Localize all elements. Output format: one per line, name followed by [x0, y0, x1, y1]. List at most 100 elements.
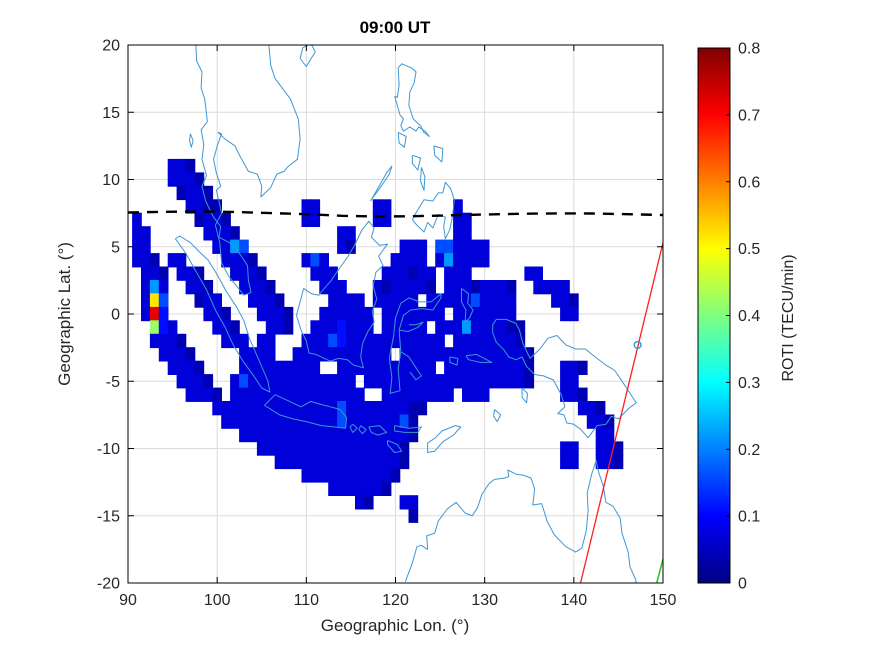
roti-cell — [506, 374, 517, 389]
roti-cell — [462, 293, 472, 308]
roti-cell — [337, 306, 347, 322]
roti-cell — [167, 253, 178, 268]
roti-cell — [319, 441, 329, 456]
roti-cell — [462, 333, 472, 349]
y-tick-label: -15 — [97, 508, 120, 525]
roti-cell — [337, 320, 347, 335]
roti-cell — [194, 266, 205, 281]
roti-cell — [132, 226, 142, 241]
coastline-path — [399, 321, 424, 332]
roti-cell — [551, 280, 561, 295]
axes-box-and-ticks: 90 100 110 120 130 140 150 -20 -15 -10 -5 0 5 10 15 20 — [97, 38, 677, 610]
coastline-path — [420, 167, 426, 191]
roti-cell — [560, 306, 570, 322]
roti-cell — [265, 427, 276, 443]
roti-cell — [479, 239, 490, 254]
roti-cell — [577, 360, 588, 375]
roti-cell — [524, 347, 535, 362]
roti-cell — [328, 333, 338, 349]
roti-cell — [283, 454, 294, 470]
roti-cell — [426, 333, 436, 349]
roti-cell — [283, 414, 294, 429]
roti-cell — [381, 199, 392, 214]
roti-cell — [506, 293, 517, 308]
roti-cell — [355, 414, 365, 429]
roti-cell — [346, 320, 356, 335]
colorbar-tick-label: 0.1 — [738, 509, 760, 526]
x-tick-label: 150 — [650, 592, 677, 609]
roti-cell — [604, 441, 615, 456]
roti-cell — [435, 306, 445, 322]
roti-cell — [328, 306, 338, 322]
roti-cell — [149, 333, 160, 349]
roti-cell — [381, 280, 392, 295]
roti-cell — [462, 266, 472, 281]
roti-cell — [167, 172, 178, 187]
colorbar-tick-label: 0 — [738, 576, 747, 593]
roti-cell — [158, 306, 169, 322]
colorbar-tick-label: 0.5 — [738, 241, 760, 258]
roti-cell — [399, 387, 410, 402]
roti-cell — [363, 347, 374, 362]
roti-cell — [292, 427, 303, 443]
roti-cell — [239, 401, 249, 416]
roti-cell — [479, 374, 490, 389]
roti-cell — [399, 333, 410, 349]
roti-cell — [328, 468, 338, 483]
roti-cell — [355, 495, 365, 510]
roti-cell — [515, 347, 526, 362]
roti-cell — [319, 320, 329, 335]
roti-cell — [363, 468, 374, 483]
colorbar-tick-label: 0.4 — [738, 308, 760, 325]
roti-cell — [426, 280, 436, 295]
roti-cell — [256, 347, 267, 362]
roti-cell — [301, 347, 312, 362]
roti-cell — [203, 387, 214, 402]
roti-cell — [256, 414, 267, 429]
roti-cell — [292, 347, 303, 362]
roti-cell — [149, 253, 160, 268]
roti-cell — [239, 427, 249, 443]
roti-cell — [212, 239, 222, 254]
roti-cell — [399, 441, 410, 456]
roti-cell — [399, 280, 410, 295]
roti-cell — [479, 360, 490, 375]
roti-cell — [586, 414, 597, 429]
roti-cell — [488, 293, 499, 308]
roti-cell — [274, 306, 285, 322]
roti-cell — [479, 280, 490, 295]
terminator-red-line — [579, 242, 663, 583]
roti-cell — [408, 427, 419, 443]
roti-cell — [586, 401, 597, 416]
roti-cell — [132, 212, 142, 227]
roti-cell — [488, 333, 499, 349]
roti-cell — [239, 347, 249, 362]
roti-cell — [355, 387, 365, 402]
roti-cell — [390, 441, 401, 456]
roti-cell — [185, 347, 196, 362]
roti-cell — [595, 427, 606, 443]
roti-cell — [292, 387, 303, 402]
roti-cell — [310, 360, 321, 375]
roti-cell — [328, 320, 338, 335]
roti-cell — [390, 306, 401, 322]
colorbar-tick-label: 0.7 — [738, 107, 760, 124]
roti-cell — [390, 468, 401, 483]
roti-cell — [381, 468, 392, 483]
roti-cell — [256, 266, 267, 281]
roti-cell — [524, 266, 535, 281]
roti-cell — [497, 306, 508, 322]
roti-cell — [346, 468, 356, 483]
roti-cell — [346, 347, 356, 362]
roti-cell — [185, 374, 196, 389]
roti-cell — [310, 414, 321, 429]
roti-cell — [301, 253, 312, 268]
roti-cell — [542, 280, 552, 295]
roti-cell — [310, 454, 321, 470]
roti-cell — [185, 185, 196, 201]
roti-cell — [319, 280, 329, 295]
roti-cell — [363, 360, 374, 375]
roti-cell — [265, 414, 276, 429]
roti-cell — [390, 333, 401, 349]
roti-cell — [239, 280, 249, 295]
